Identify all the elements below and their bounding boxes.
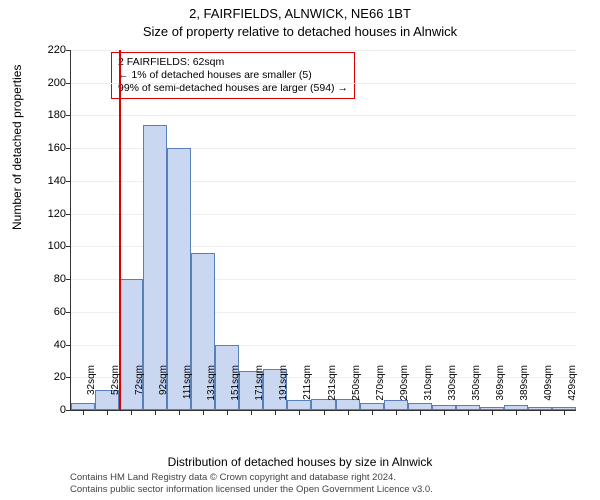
y-axis-label: Number of detached properties bbox=[10, 65, 24, 230]
y-tick-label: 200 bbox=[38, 77, 66, 89]
y-tick-mark bbox=[66, 377, 71, 378]
y-tick-label: 180 bbox=[38, 109, 66, 121]
x-tick-label: 111sqm bbox=[182, 365, 193, 415]
x-tick-label: 310sqm bbox=[423, 365, 434, 415]
y-tick-label: 20 bbox=[38, 371, 66, 383]
footer-line2: Contains public sector information licen… bbox=[70, 484, 433, 496]
footer-text: Contains HM Land Registry data © Crown c… bbox=[70, 472, 433, 496]
x-tick-label: 72sqm bbox=[134, 365, 145, 415]
x-tick-label: 171sqm bbox=[254, 365, 265, 415]
x-tick-mark bbox=[516, 410, 517, 415]
y-tick-label: 160 bbox=[38, 142, 66, 154]
x-tick-mark bbox=[131, 410, 132, 415]
y-tick-label: 220 bbox=[38, 44, 66, 56]
x-tick-mark bbox=[203, 410, 204, 415]
x-tick-mark bbox=[251, 410, 252, 415]
x-tick-mark bbox=[372, 410, 373, 415]
annotation-line3: 99% of semi-detached houses are larger (… bbox=[118, 82, 348, 95]
x-tick-mark bbox=[299, 410, 300, 415]
x-tick-label: 330sqm bbox=[447, 365, 458, 415]
x-tick-label: 92sqm bbox=[158, 365, 169, 415]
y-tick-label: 80 bbox=[38, 273, 66, 285]
x-tick-mark bbox=[83, 410, 84, 415]
gridline bbox=[71, 50, 576, 51]
x-tick-label: 151sqm bbox=[230, 365, 241, 415]
y-tick-mark bbox=[66, 214, 71, 215]
property-marker-line bbox=[119, 50, 121, 410]
annotation-box: 2 FAIRFIELDS: 62sqm ← 1% of detached hou… bbox=[111, 52, 355, 99]
y-tick-mark bbox=[66, 312, 71, 313]
y-tick-mark bbox=[66, 246, 71, 247]
y-tick-mark bbox=[66, 50, 71, 51]
y-tick-label: 40 bbox=[38, 339, 66, 351]
x-tick-mark bbox=[468, 410, 469, 415]
x-tick-mark bbox=[155, 410, 156, 415]
x-tick-mark bbox=[179, 410, 180, 415]
x-tick-mark bbox=[275, 410, 276, 415]
y-tick-label: 60 bbox=[38, 306, 66, 318]
y-tick-mark bbox=[66, 279, 71, 280]
x-tick-mark bbox=[324, 410, 325, 415]
x-tick-label: 250sqm bbox=[351, 365, 362, 415]
x-tick-label: 429sqm bbox=[567, 365, 578, 415]
x-tick-mark bbox=[492, 410, 493, 415]
x-tick-mark bbox=[227, 410, 228, 415]
chart-plot-area: 2 FAIRFIELDS: 62sqm ← 1% of detached hou… bbox=[70, 50, 576, 411]
x-tick-label: 52sqm bbox=[110, 365, 121, 415]
y-tick-mark bbox=[66, 115, 71, 116]
y-tick-mark bbox=[66, 410, 71, 411]
y-tick-label: 100 bbox=[38, 240, 66, 252]
y-tick-mark bbox=[66, 83, 71, 84]
chart-title-line2: Size of property relative to detached ho… bbox=[0, 24, 600, 39]
chart-title-line1: 2, FAIRFIELDS, ALNWICK, NE66 1BT bbox=[0, 6, 600, 21]
x-tick-label: 290sqm bbox=[399, 365, 410, 415]
x-tick-label: 350sqm bbox=[471, 365, 482, 415]
x-tick-mark bbox=[348, 410, 349, 415]
x-tick-mark bbox=[564, 410, 565, 415]
y-tick-label: 0 bbox=[38, 404, 66, 416]
x-tick-label: 211sqm bbox=[302, 365, 313, 415]
x-tick-mark bbox=[444, 410, 445, 415]
footer-line1: Contains HM Land Registry data © Crown c… bbox=[70, 472, 433, 484]
x-tick-label: 131sqm bbox=[206, 365, 217, 415]
y-tick-mark bbox=[66, 148, 71, 149]
x-tick-label: 32sqm bbox=[86, 365, 97, 415]
x-tick-mark bbox=[540, 410, 541, 415]
x-tick-mark bbox=[107, 410, 108, 415]
x-tick-label: 409sqm bbox=[543, 365, 554, 415]
x-tick-mark bbox=[420, 410, 421, 415]
x-axis-label: Distribution of detached houses by size … bbox=[0, 455, 600, 469]
annotation-line1: 2 FAIRFIELDS: 62sqm bbox=[118, 56, 348, 69]
x-tick-label: 369sqm bbox=[495, 365, 506, 415]
x-tick-label: 389sqm bbox=[519, 365, 530, 415]
y-tick-mark bbox=[66, 181, 71, 182]
x-tick-label: 270sqm bbox=[375, 365, 386, 415]
y-tick-mark bbox=[66, 345, 71, 346]
x-tick-label: 231sqm bbox=[327, 365, 338, 415]
y-tick-label: 140 bbox=[38, 175, 66, 187]
x-tick-label: 191sqm bbox=[278, 365, 289, 415]
gridline bbox=[71, 115, 576, 116]
y-tick-label: 120 bbox=[38, 208, 66, 220]
gridline bbox=[71, 83, 576, 84]
annotation-line2: ← 1% of detached houses are smaller (5) bbox=[118, 69, 348, 82]
x-tick-mark bbox=[396, 410, 397, 415]
